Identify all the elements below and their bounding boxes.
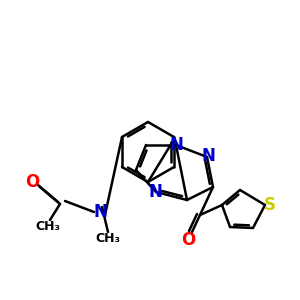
Text: O: O bbox=[25, 173, 39, 191]
Text: N: N bbox=[169, 136, 183, 154]
Text: N: N bbox=[93, 203, 107, 221]
Text: N: N bbox=[201, 147, 215, 165]
Text: CH₃: CH₃ bbox=[95, 232, 121, 244]
Text: O: O bbox=[181, 231, 195, 249]
Text: N: N bbox=[148, 183, 162, 201]
Text: S: S bbox=[264, 196, 276, 214]
Text: CH₃: CH₃ bbox=[35, 220, 61, 232]
